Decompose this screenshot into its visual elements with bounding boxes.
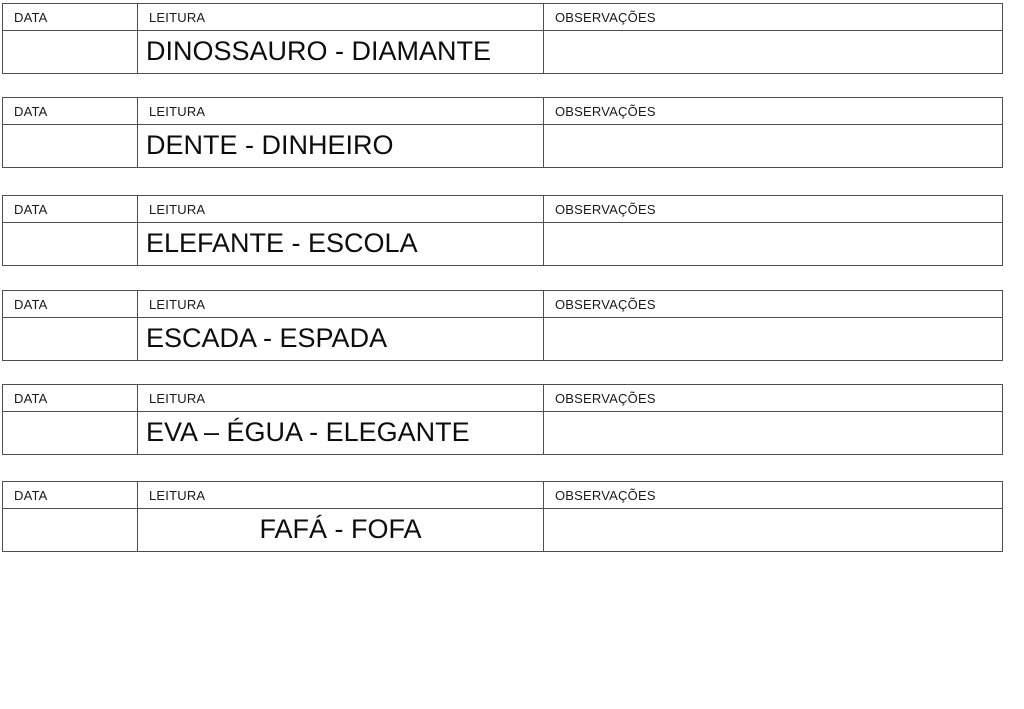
data-cell <box>2 317 138 361</box>
leitura-column-header: LEITURA <box>137 290 544 318</box>
reading-table-3: DATA LEITURA OBSERVAÇÕES ELEFANTE - ESCO… <box>2 195 1003 266</box>
observacoes-cell <box>543 317 1003 361</box>
content-row: ESCADA - ESPADA <box>2 317 1003 361</box>
header-row: DATA LEITURA OBSERVAÇÕES <box>2 97 1003 125</box>
data-column-header: DATA <box>2 290 138 318</box>
leitura-cell: FAFÁ - FOFA <box>137 508 544 552</box>
data-cell <box>2 222 138 266</box>
observacoes-column-header: OBSERVAÇÕES <box>543 481 1003 509</box>
header-row: DATA LEITURA OBSERVAÇÕES <box>2 481 1003 509</box>
observacoes-column-header: OBSERVAÇÕES <box>543 290 1003 318</box>
data-column-header: DATA <box>2 384 138 412</box>
leitura-cell: EVA – ÉGUA - ELEGANTE <box>137 411 544 455</box>
observacoes-column-header: OBSERVAÇÕES <box>543 195 1003 223</box>
observacoes-column-header: OBSERVAÇÕES <box>543 384 1003 412</box>
data-cell <box>2 508 138 552</box>
data-column-header: DATA <box>2 481 138 509</box>
observacoes-cell <box>543 30 1003 74</box>
observacoes-cell <box>543 222 1003 266</box>
observacoes-column-header: OBSERVAÇÕES <box>543 97 1003 125</box>
content-row: EVA – ÉGUA - ELEGANTE <box>2 411 1003 455</box>
data-cell <box>2 124 138 168</box>
data-column-header: DATA <box>2 3 138 31</box>
reading-table-1: DATA LEITURA OBSERVAÇÕES DINOSSAURO - DI… <box>2 3 1003 74</box>
leitura-cell: ESCADA - ESPADA <box>137 317 544 361</box>
reading-table-6: DATA LEITURA OBSERVAÇÕES FAFÁ - FOFA <box>2 481 1003 552</box>
content-row: DENTE - DINHEIRO <box>2 124 1003 168</box>
reading-table-2: DATA LEITURA OBSERVAÇÕES DENTE - DINHEIR… <box>2 97 1003 168</box>
leitura-column-header: LEITURA <box>137 97 544 125</box>
observacoes-column-header: OBSERVAÇÕES <box>543 3 1003 31</box>
header-row: DATA LEITURA OBSERVAÇÕES <box>2 384 1003 412</box>
leitura-column-header: LEITURA <box>137 195 544 223</box>
leitura-column-header: LEITURA <box>137 481 544 509</box>
header-row: DATA LEITURA OBSERVAÇÕES <box>2 290 1003 318</box>
leitura-cell: ELEFANTE - ESCOLA <box>137 222 544 266</box>
observacoes-cell <box>543 508 1003 552</box>
content-row: ELEFANTE - ESCOLA <box>2 222 1003 266</box>
header-row: DATA LEITURA OBSERVAÇÕES <box>2 3 1003 31</box>
content-row: FAFÁ - FOFA <box>2 508 1003 552</box>
reading-table-5: DATA LEITURA OBSERVAÇÕES EVA – ÉGUA - EL… <box>2 384 1003 455</box>
data-column-header: DATA <box>2 97 138 125</box>
leitura-cell: DENTE - DINHEIRO <box>137 124 544 168</box>
leitura-column-header: LEITURA <box>137 3 544 31</box>
leitura-column-header: LEITURA <box>137 384 544 412</box>
content-row: DINOSSAURO - DIAMANTE <box>2 30 1003 74</box>
leitura-cell: DINOSSAURO - DIAMANTE <box>137 30 544 74</box>
observacoes-cell <box>543 411 1003 455</box>
data-cell <box>2 30 138 74</box>
observacoes-cell <box>543 124 1003 168</box>
reading-table-4: DATA LEITURA OBSERVAÇÕES ESCADA - ESPADA <box>2 290 1003 361</box>
header-row: DATA LEITURA OBSERVAÇÕES <box>2 195 1003 223</box>
data-cell <box>2 411 138 455</box>
data-column-header: DATA <box>2 195 138 223</box>
